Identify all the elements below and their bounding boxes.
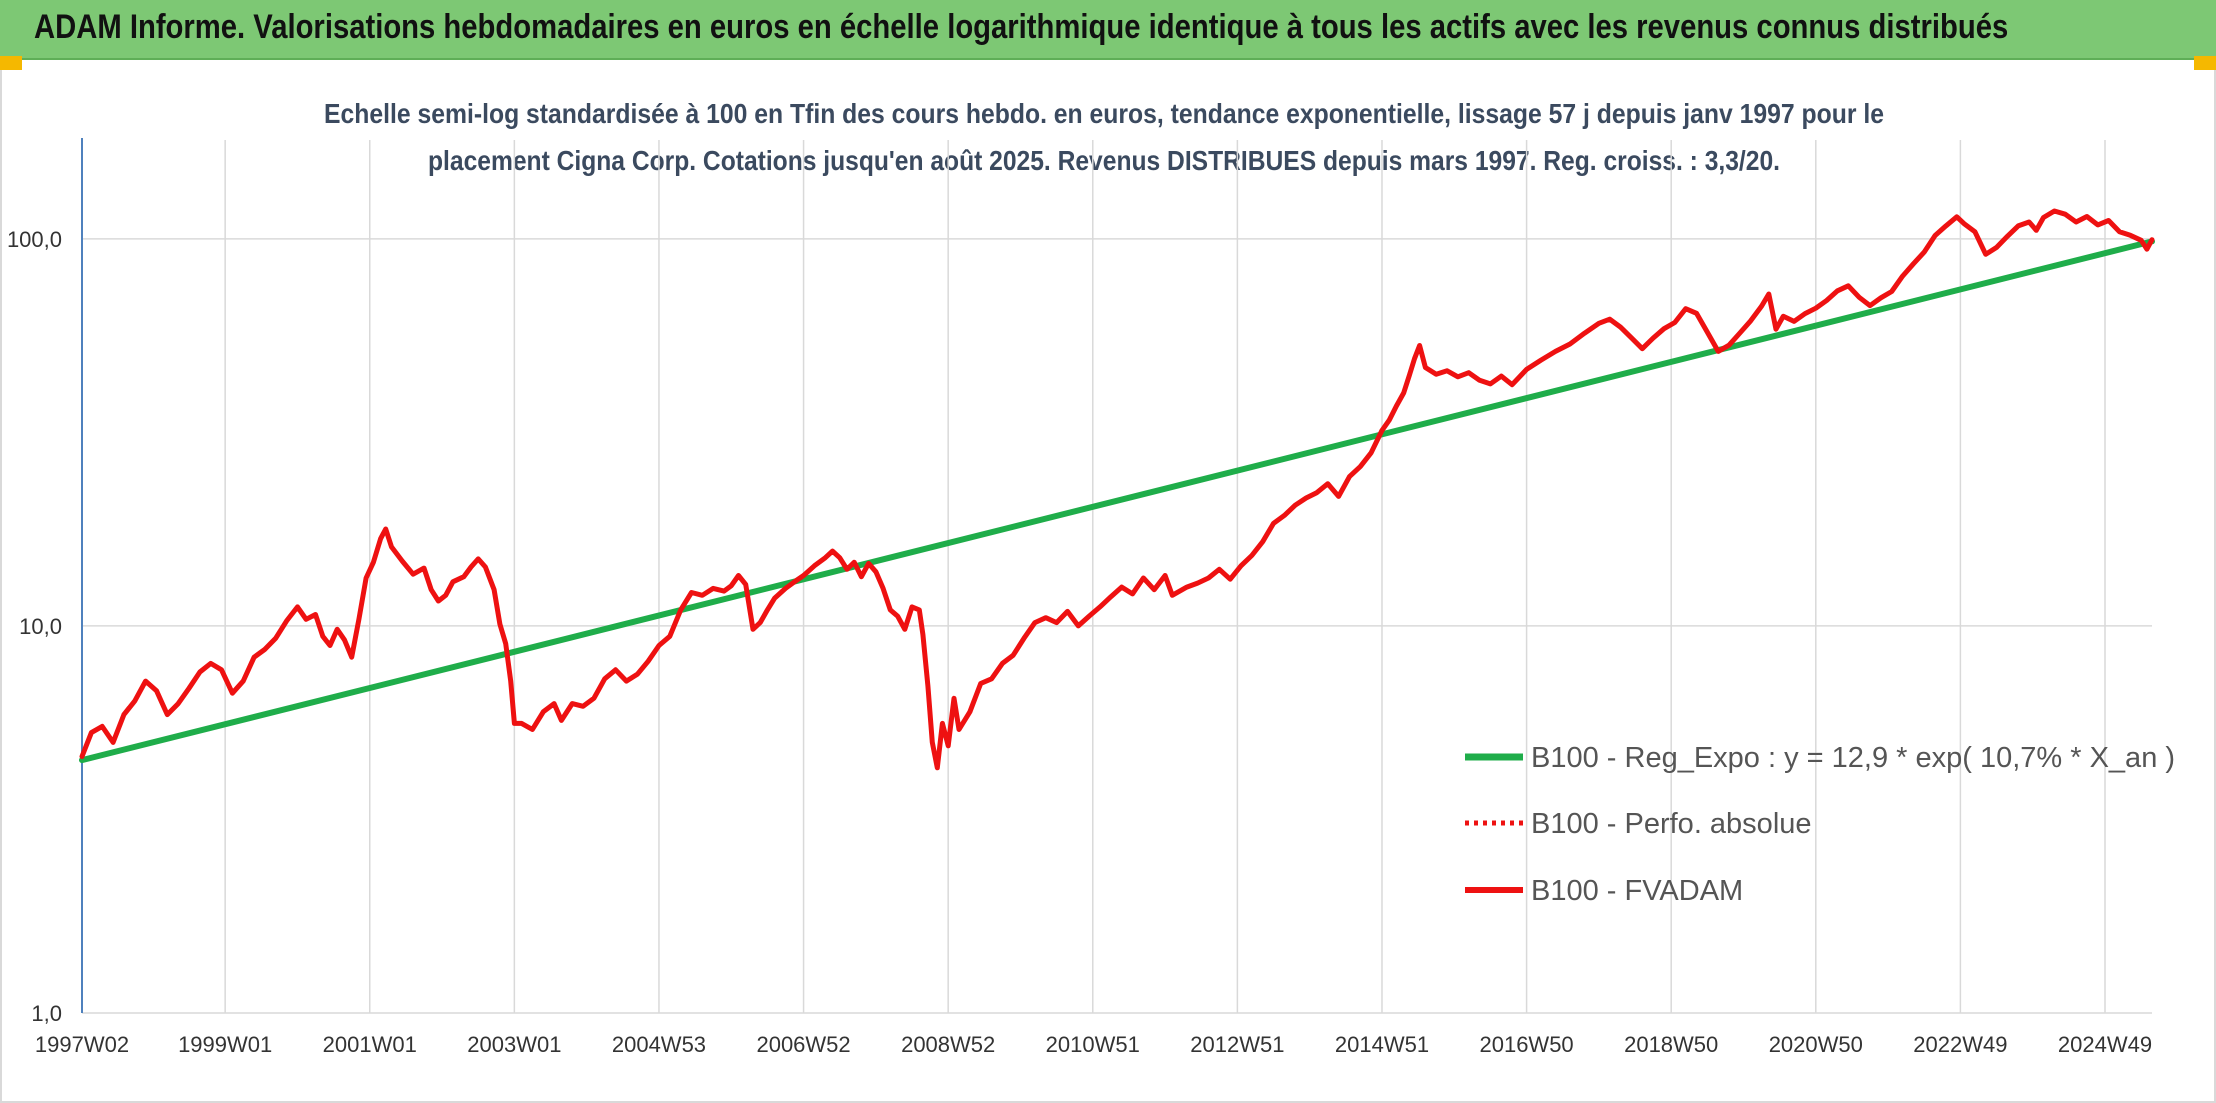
chart: Echelle semi-log standardisée à 100 en T… <box>7 98 2175 1057</box>
x-tick-label: 2014W51 <box>1335 1032 1429 1057</box>
title-banner: ADAM Informe. Valorisations hebdomadaire… <box>0 0 2216 60</box>
fvadam-line <box>79 208 2155 771</box>
chart-subtitle-line-1: Echelle semi-log standardisée à 100 en T… <box>324 98 1884 129</box>
y-tick-label: 100,0 <box>7 227 62 252</box>
page-title: ADAM Informe. Valorisations hebdomadaire… <box>34 8 2009 46</box>
regression-line <box>79 238 2155 764</box>
legend-label: B100 - FVADAM <box>1531 875 1743 907</box>
legend: B100 - Reg_Expo : y = 12,9 * exp( 10,7% … <box>1465 742 2175 907</box>
x-tick-label: 2001W01 <box>323 1032 417 1057</box>
x-tick-label: 2004W53 <box>612 1032 706 1057</box>
y-tick-label: 10,0 <box>19 614 62 639</box>
x-tick-label: 2020W50 <box>1769 1032 1863 1057</box>
plot-area: 1,0 10,0 100,0 1997W02 1999W01 2001W01 2003W01… <box>7 138 2155 1057</box>
x-tick-label: 2008W52 <box>901 1032 995 1057</box>
legend-label: B100 - Perfo. absolue <box>1531 808 1812 840</box>
chart-subtitle-line-2: placement Cigna Corp. Cotations jusqu'en… <box>428 145 1780 176</box>
x-tick-label: 2010W51 <box>1046 1032 1140 1057</box>
x-tick-label: 2006W52 <box>756 1032 850 1057</box>
x-tick-label: 2024W49 <box>2058 1032 2152 1057</box>
legend-label: B100 - Reg_Expo : y = 12,9 * exp( 10,7% … <box>1531 742 2175 774</box>
x-tick-label: 1999W01 <box>178 1032 272 1057</box>
x-tick-label: 1997W02 <box>35 1032 129 1057</box>
y-tick-label: 1,0 <box>31 1001 62 1026</box>
corner-marker-right <box>2194 56 2216 70</box>
x-tick-label: 2003W01 <box>467 1032 561 1057</box>
x-tick-label: 2016W50 <box>1479 1032 1573 1057</box>
x-tick-label: 2022W49 <box>1913 1032 2007 1057</box>
x-tick-label: 2012W51 <box>1190 1032 1284 1057</box>
corner-marker-left <box>0 56 22 70</box>
x-tick-label: 2018W50 <box>1624 1032 1718 1057</box>
